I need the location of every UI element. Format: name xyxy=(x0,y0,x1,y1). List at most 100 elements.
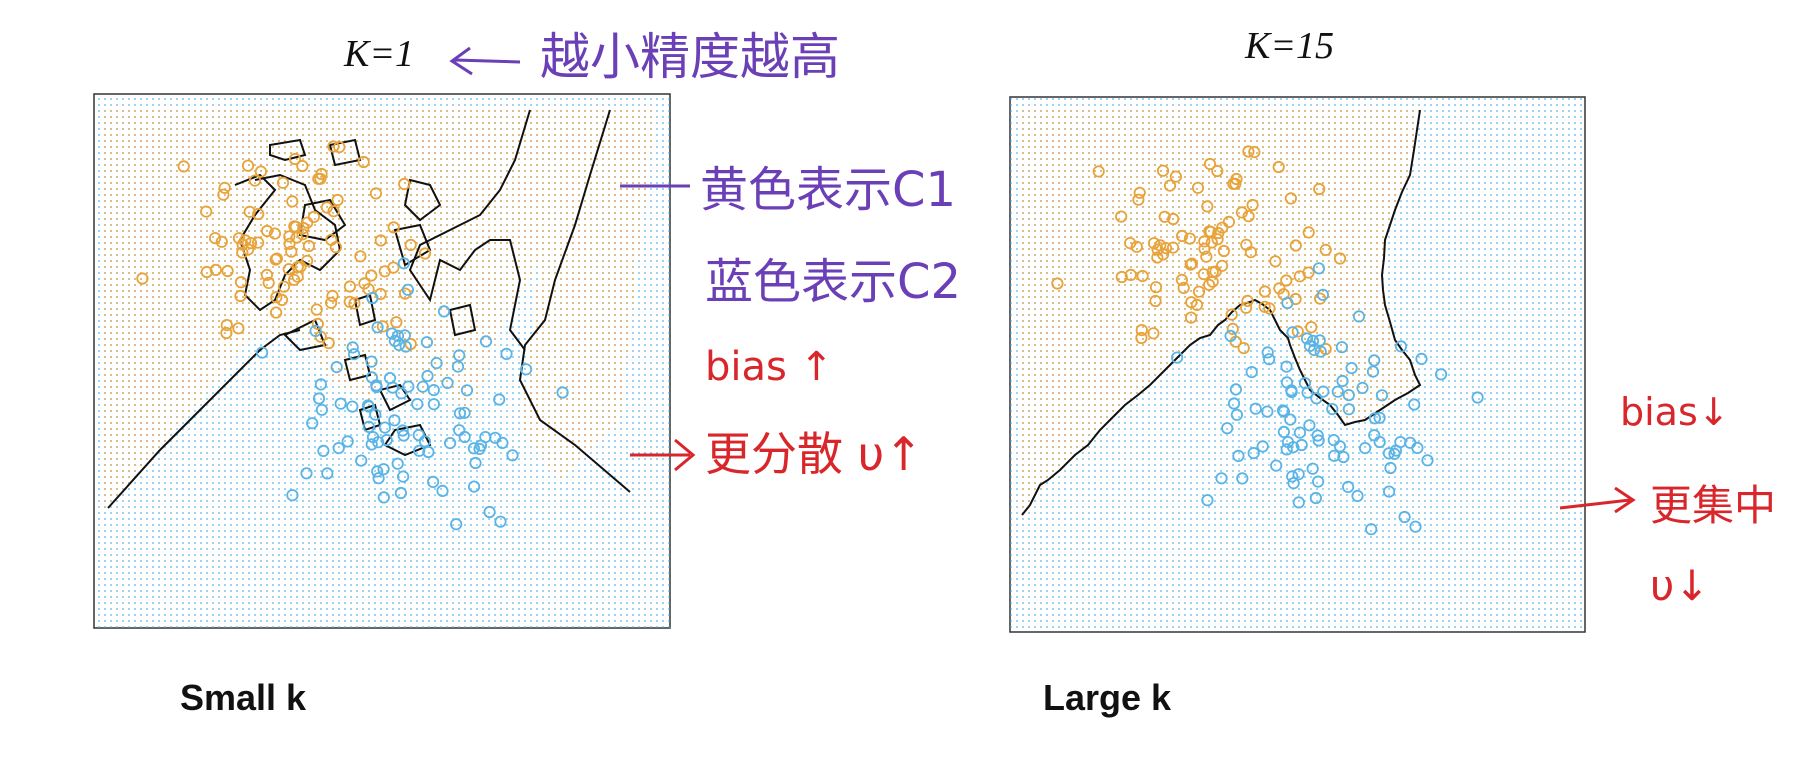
sample-point xyxy=(402,380,415,393)
sample-point xyxy=(1185,296,1198,309)
sample-point xyxy=(1256,440,1269,453)
sample-point xyxy=(1133,186,1146,199)
sample-point xyxy=(307,210,320,223)
sample-point xyxy=(1200,250,1213,263)
right-panel-title: K=15 xyxy=(1244,25,1334,67)
sample-point xyxy=(232,232,246,245)
sample-point xyxy=(1237,341,1250,355)
sample-point xyxy=(1212,226,1225,240)
sample-point xyxy=(269,306,283,319)
sample-point xyxy=(314,172,327,185)
sample-point xyxy=(436,484,449,497)
left-panel-caption: Small k xyxy=(180,677,307,718)
sample-point xyxy=(1352,310,1366,323)
sample-point xyxy=(1247,446,1260,460)
sample-point xyxy=(1197,268,1210,281)
sample-point xyxy=(248,174,262,187)
sample-point xyxy=(450,518,463,531)
sample-point xyxy=(1302,226,1315,239)
sample-point xyxy=(287,273,301,286)
sample-point xyxy=(136,272,149,285)
sample-point xyxy=(1309,491,1323,505)
sample-point xyxy=(1272,160,1285,174)
sample-point xyxy=(1229,383,1243,396)
sample-point xyxy=(1356,381,1369,394)
sample-point xyxy=(268,227,281,240)
right-plot-area xyxy=(1010,97,1585,632)
sample-point xyxy=(215,235,228,248)
sample-point xyxy=(1317,385,1330,398)
sample-point xyxy=(1471,391,1484,404)
sample-point xyxy=(1342,403,1356,416)
annotation-right-bias-variance: bias↓ 更集中 υ↓ xyxy=(1559,390,1776,610)
sample-point xyxy=(269,253,282,266)
sample-point xyxy=(383,371,397,385)
sample-point xyxy=(366,291,379,305)
sample-point xyxy=(252,207,265,221)
sample-point xyxy=(314,378,327,391)
sample-point xyxy=(315,403,328,416)
sample-point xyxy=(460,384,474,397)
sample-point xyxy=(1359,441,1372,455)
sample-point xyxy=(1383,485,1396,498)
sample-point xyxy=(324,296,338,309)
sample-point xyxy=(1221,422,1234,435)
sample-point xyxy=(1337,450,1350,464)
sample-point xyxy=(1175,273,1189,286)
sample-point xyxy=(254,165,267,178)
right-decision-boundary xyxy=(1021,109,1422,516)
sample-point xyxy=(1240,238,1253,251)
sample-point xyxy=(1269,255,1282,268)
sample-point xyxy=(420,336,433,349)
sample-point xyxy=(1300,332,1314,345)
sample-point xyxy=(355,454,368,467)
sample-point xyxy=(1342,388,1355,402)
sample-point xyxy=(1286,326,1299,339)
sample-point xyxy=(1314,345,1327,358)
sample-point xyxy=(1190,298,1204,311)
sample-point xyxy=(1285,385,1298,399)
sample-point xyxy=(1365,523,1378,536)
right-points-orange xyxy=(1051,145,1347,356)
sample-point xyxy=(365,355,378,368)
sample-point xyxy=(1258,285,1272,298)
sample-point xyxy=(385,327,399,340)
sample-point xyxy=(1335,341,1349,354)
sample-point xyxy=(322,336,335,350)
sample-point xyxy=(1147,237,1161,250)
left-points-blue xyxy=(255,257,569,531)
sample-point xyxy=(467,442,480,455)
right-points-blue xyxy=(1171,262,1484,536)
sample-point xyxy=(1295,438,1308,452)
sample-point xyxy=(1263,302,1276,315)
sample-point xyxy=(418,247,432,260)
sample-point xyxy=(396,470,410,483)
sample-point xyxy=(1435,368,1448,381)
sample-point xyxy=(1159,242,1173,255)
sample-point xyxy=(1215,472,1228,485)
sample-point xyxy=(494,515,507,528)
sample-point xyxy=(317,444,330,457)
sample-point xyxy=(1132,193,1145,206)
sample-point xyxy=(1331,385,1344,398)
left-decision-boundary-islands xyxy=(234,138,477,457)
sample-point xyxy=(1409,520,1422,533)
sample-point xyxy=(1281,296,1294,310)
sample-point xyxy=(427,383,440,397)
sample-point xyxy=(234,289,247,303)
sample-point xyxy=(1201,494,1214,507)
sample-point xyxy=(1235,206,1249,219)
sample-point xyxy=(1305,321,1318,334)
sample-point xyxy=(1327,433,1340,447)
sample-point xyxy=(275,293,289,306)
sample-point xyxy=(1211,164,1224,178)
sample-point xyxy=(1263,353,1276,366)
sample-point xyxy=(1342,480,1355,493)
sample-point xyxy=(1319,243,1332,256)
right-panel-caption: Large k xyxy=(1043,677,1172,718)
sample-point xyxy=(451,360,465,373)
sample-point xyxy=(1136,269,1149,283)
sample-point xyxy=(1236,472,1249,485)
sample-point xyxy=(1280,376,1294,389)
